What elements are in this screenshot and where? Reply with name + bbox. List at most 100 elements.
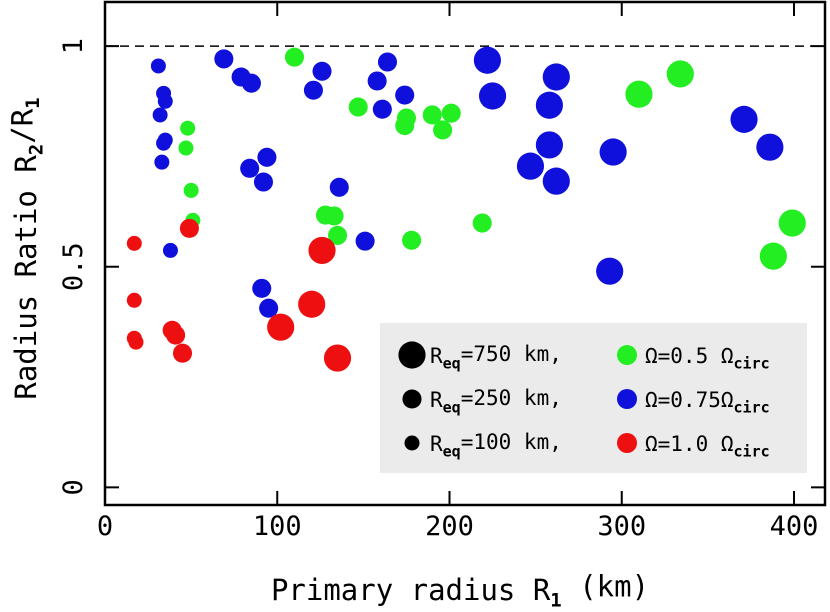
- point: [150, 58, 166, 74]
- point: [154, 154, 170, 170]
- point: [516, 152, 545, 180]
- text-segment: Primary radius R: [271, 573, 551, 607]
- point: [183, 182, 199, 198]
- point: [599, 138, 627, 166]
- x-axis-label: Primary radius R1 (km): [271, 570, 649, 612]
- point: [377, 52, 398, 72]
- point: [128, 334, 144, 350]
- point: [778, 209, 806, 237]
- point: [240, 158, 260, 178]
- x-tick-label: 300: [597, 511, 646, 542]
- legend-label: Ω=1.0 Ωcirc: [645, 432, 770, 460]
- text-segment: R: [430, 432, 443, 456]
- point: [308, 236, 336, 264]
- text-segment: eq: [443, 354, 461, 372]
- point: [666, 60, 694, 88]
- legend-size-marker: [398, 341, 426, 369]
- point: [441, 103, 461, 123]
- legend-size-marker: [402, 389, 422, 409]
- point: [535, 91, 563, 119]
- point: [756, 133, 784, 161]
- legend-size-marker: [404, 435, 420, 451]
- text-segment: 1: [22, 97, 44, 108]
- point: [156, 135, 172, 151]
- point: [542, 167, 570, 195]
- point: [172, 343, 193, 363]
- legend-color-marker: [617, 389, 637, 409]
- point: [323, 344, 352, 372]
- point: [179, 218, 199, 238]
- text-segment: circ: [734, 442, 770, 460]
- point: [298, 290, 326, 318]
- text-segment: R: [430, 388, 443, 412]
- legend-size-label: Req=250 km,: [430, 386, 562, 416]
- point: [259, 298, 279, 318]
- point: [433, 120, 453, 140]
- legend-box: [380, 323, 807, 473]
- text-segment: eq: [443, 398, 461, 416]
- point: [478, 82, 507, 110]
- y-axis-label: Radius Ratio R2/R1: [6, 97, 48, 399]
- point: [178, 140, 194, 156]
- point: [166, 325, 186, 345]
- y-tick-label: 0: [58, 479, 89, 495]
- text-segment: 2: [26, 144, 48, 155]
- x-tick-label: 100: [253, 511, 302, 542]
- x-tick-label: 400: [770, 511, 819, 542]
- point: [324, 206, 344, 226]
- point: [759, 242, 787, 270]
- point: [328, 225, 348, 245]
- text-segment: Radius Ratio R: [9, 155, 43, 400]
- text-segment: Ω=1.0 Ω: [645, 432, 734, 456]
- text-segment: =100 km,: [461, 430, 562, 454]
- point: [329, 177, 349, 197]
- point: [395, 85, 415, 105]
- point: [312, 61, 332, 81]
- point: [241, 73, 261, 93]
- text-segment: Ω=0.75Ω: [645, 388, 734, 412]
- point: [267, 313, 295, 341]
- point: [625, 80, 653, 108]
- y-tick-label: 1: [58, 38, 89, 54]
- legend-label: Ω=0.75Ωcirc: [645, 388, 770, 416]
- text-segment: eq: [443, 442, 461, 460]
- point: [473, 46, 501, 74]
- point: [303, 80, 323, 100]
- point: [596, 257, 624, 285]
- point: [355, 231, 375, 251]
- point: [730, 105, 758, 133]
- text-segment: =250 km,: [461, 386, 562, 410]
- point: [126, 235, 142, 251]
- text-segment: circ: [734, 398, 770, 416]
- point: [253, 172, 274, 192]
- text-segment: =750 km,: [461, 342, 562, 366]
- point: [162, 242, 178, 258]
- x-tick-label: 0: [97, 511, 113, 542]
- text-segment: Ω=0.5 Ω: [645, 344, 734, 368]
- text-segment: circ: [734, 354, 770, 372]
- point: [372, 99, 392, 119]
- point: [395, 116, 415, 136]
- point: [126, 292, 142, 308]
- point: [284, 47, 305, 67]
- legend-label: Ω=0.5 Ωcirc: [645, 344, 770, 372]
- point: [422, 105, 442, 125]
- point: [214, 49, 234, 69]
- plot-frame: [103, 0, 827, 507]
- point: [348, 97, 368, 117]
- legend-size-label: Req=100 km,: [430, 430, 562, 460]
- x-tick-label: 200: [425, 511, 474, 542]
- legend-color-marker: [617, 345, 637, 365]
- point: [402, 230, 422, 250]
- point: [542, 63, 570, 91]
- point: [157, 93, 173, 109]
- legend-color-marker: [617, 433, 637, 453]
- legend-size-label: Req=750 km,: [430, 342, 562, 372]
- text-segment: /R: [6, 108, 40, 143]
- y-tick-label: 0.5: [58, 242, 89, 291]
- text-segment: R: [430, 344, 443, 368]
- point: [535, 131, 563, 159]
- point: [472, 213, 492, 233]
- text-segment: (km): [562, 570, 649, 604]
